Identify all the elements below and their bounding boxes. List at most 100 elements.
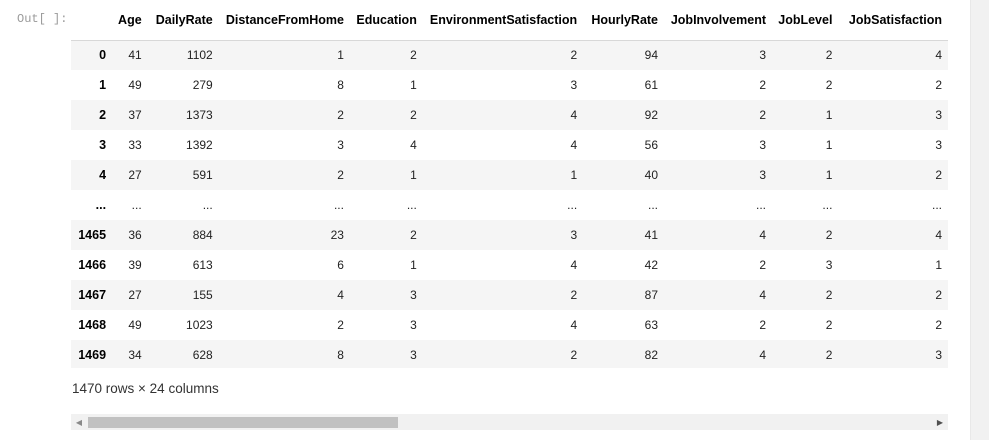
row-index: 1466 — [78, 258, 107, 272]
table-cell: ... — [333, 198, 344, 212]
table-cell: 3 — [410, 318, 417, 332]
table-cell: 1 — [570, 168, 578, 182]
column-header: EnvironmentSatisfaction — [422, 0, 584, 41]
table-cell: 27 — [128, 168, 142, 182]
scroll-left-icon[interactable]: ◀ — [75, 417, 83, 427]
table-cell: 1 — [825, 168, 833, 182]
table-cell: 2 — [759, 258, 767, 272]
table-viewport: Age DailyRate DistanceFromHome Education Env… — [71, 0, 948, 368]
column-header: JobInvolvement — [664, 0, 773, 41]
table-cell: 82 — [644, 348, 659, 362]
table-cell: 42 — [644, 258, 659, 272]
row-index: 1465 — [78, 228, 107, 242]
table-cell: 3 — [759, 138, 767, 152]
table-cell: 155 — [192, 288, 213, 302]
table-cell: 628 — [192, 348, 213, 362]
row-index: 1467 — [78, 288, 107, 302]
row-index: 3 — [99, 138, 107, 152]
table-cell: 41 — [644, 228, 659, 242]
table-cell: 1 — [410, 258, 417, 272]
table-cell: 4 — [410, 138, 417, 152]
table-cell: 3 — [570, 228, 578, 242]
table-cell: 4 — [759, 228, 767, 242]
column-header: HourlyRate — [583, 0, 665, 41]
header-row: Age DailyRate DistanceFromHome Education Env… — [71, 0, 948, 41]
table-cell: 1023 — [186, 318, 213, 332]
table-cell: 2 — [825, 288, 833, 302]
table-cell: 2 — [570, 288, 578, 302]
table-cell: 1 — [935, 258, 942, 272]
table-row: 3 33 1392 3 4 4 56 3 1 3 — [71, 130, 948, 160]
table-cell: 3 — [935, 138, 942, 152]
table-cell: 34 — [128, 348, 142, 362]
table-cell: 1102 — [186, 48, 213, 63]
table-cell: 884 — [192, 228, 213, 242]
table-row: 1468 49 1023 2 3 4 63 2 2 2 — [71, 310, 948, 340]
table-cell: ... — [202, 198, 213, 212]
dataframe-output: Age DailyRate DistanceFromHome Education Env… — [71, 0, 948, 440]
table-cell: 2 — [935, 78, 942, 92]
table-cell: 4 — [759, 348, 767, 362]
table-cell: 4 — [570, 258, 578, 272]
table-cell: 2 — [337, 318, 344, 332]
scroll-right-icon[interactable]: ▶ — [936, 417, 944, 427]
table-cell: 2 — [337, 168, 344, 182]
table-cell: 3 — [410, 348, 417, 362]
table-cell: 3 — [337, 138, 344, 152]
table-cell: 27 — [128, 288, 142, 302]
table-row: 0 41 1102 1 2 2 94 3 2 4 — [71, 40, 948, 70]
table-cell: 23 — [330, 228, 344, 242]
table-cell: 2 — [825, 318, 833, 332]
table-cell: 2 — [410, 48, 417, 63]
table-cell: 87 — [644, 288, 659, 302]
table-cell: 6 — [337, 258, 344, 272]
column-header: Education — [349, 0, 423, 41]
vertical-scrollbar[interactable] — [970, 0, 989, 440]
column-header: DistanceFromHome — [218, 0, 350, 41]
table-cell: 4 — [570, 108, 578, 122]
table-row: 2 37 1373 2 2 4 92 2 1 3 — [71, 100, 948, 130]
row-index: 1 — [99, 78, 107, 92]
table-cell: 2 — [759, 78, 767, 92]
table-cell: 4 — [337, 288, 344, 302]
table-cell: 94 — [644, 48, 659, 63]
table-cell: 2 — [825, 348, 833, 362]
column-header: DailyRate — [147, 0, 219, 41]
table-cell: 8 — [337, 78, 344, 92]
table-cell: 2 — [935, 288, 942, 302]
table-cell: 92 — [644, 108, 659, 122]
table-cell: 39 — [128, 258, 142, 272]
table-cell: 2 — [935, 318, 942, 332]
table-cell: 4 — [759, 288, 767, 302]
table-row: 4 27 591 2 1 1 40 3 1 2 — [71, 160, 948, 190]
table-cell: 2 — [935, 168, 942, 182]
table-header: Age DailyRate DistanceFromHome Education Env… — [71, 0, 948, 41]
table-cell: 1373 — [186, 108, 213, 122]
table-row: 1465 36 884 23 2 3 41 4 2 4 — [71, 220, 948, 250]
table-cell: 2 — [825, 48, 833, 63]
table-body: 0 41 1102 1 2 2 94 3 2 4 1 49 279 8 1 3 61 2 2 2 2 37 1373 2 2 4 9… — [71, 40, 948, 368]
table-cell: ... — [131, 198, 142, 212]
table-cell: 1 — [337, 48, 344, 63]
row-index: 4 — [99, 168, 107, 182]
table-cell: 4 — [935, 228, 942, 242]
table-cell: 3 — [410, 288, 417, 302]
table-cell: 1 — [825, 108, 833, 122]
table-cell: 36 — [128, 228, 142, 242]
table-cell: ... — [756, 198, 767, 212]
horizontal-scrollbar[interactable]: ◀ ▶ — [71, 414, 948, 430]
table-cell: 3 — [825, 258, 833, 272]
row-index: ... — [95, 198, 107, 212]
table-cell: 49 — [128, 318, 142, 332]
table-cell: 1 — [410, 78, 417, 92]
table-cell: 3 — [935, 108, 942, 122]
table-cell: 279 — [192, 78, 213, 92]
table-row: .............................. — [71, 190, 948, 220]
scrollbar-thumb[interactable] — [88, 417, 398, 428]
table-cell: 2 — [410, 228, 417, 242]
table-cell: 8 — [337, 348, 344, 362]
table-cell: ... — [931, 198, 942, 212]
dataframe-table: Age DailyRate DistanceFromHome Education Env… — [71, 0, 948, 368]
table-row: 1466 39 613 6 1 4 42 2 3 1 — [71, 250, 948, 280]
table-cell: ... — [648, 198, 659, 212]
